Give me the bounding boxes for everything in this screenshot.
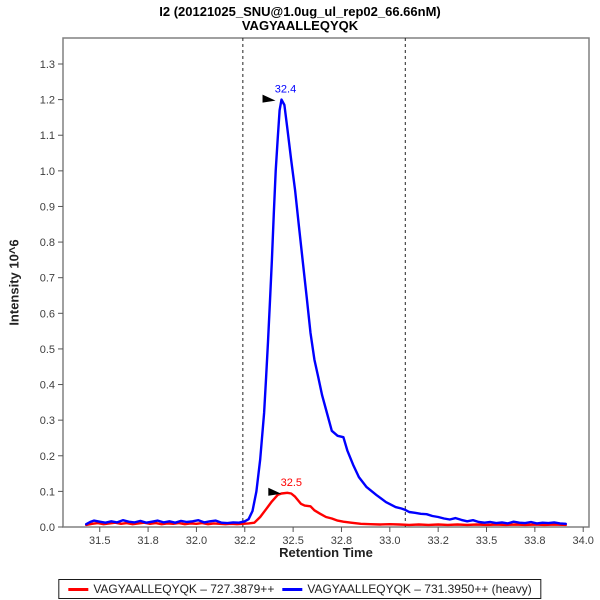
legend-label-light: VAGYAALLEQYQK – 727.3879++ [93,582,275,596]
legend: VAGYAALLEQYQK – 727.3879++ VAGYAALLEQYQK… [58,579,542,599]
trace-heavy[interactable] [84,98,567,526]
y-tick-label: 0.8 [40,237,55,249]
peak-arrow-icon[interactable] [262,94,276,103]
x-tick-label: 32.8 [331,535,352,547]
x-tick-label: 33.0 [379,535,400,547]
y-tick-label: 0.3 [40,415,55,427]
x-tick-label: 32.5 [282,535,303,547]
x-tick-label: 32.0 [186,535,207,547]
y-tick-label: 0.0 [40,522,55,534]
y-tick-label: 0.4 [40,380,55,392]
peak-time-label[interactable]: 32.4 [275,84,296,96]
plot-frame [62,37,590,528]
x-axis-title: Retention Time [279,545,373,560]
legend-item-heavy: VAGYAALLEQYQK – 731.3950++ (heavy) [282,582,532,596]
x-tick-label: 33.2 [427,535,448,547]
y-tick-label: 1.3 [40,59,55,71]
y-tick-label: 0.5 [40,344,55,356]
y-axis-title-wrap: Intensity 10^6 [0,38,28,527]
y-axis-title: Intensity 10^6 [6,239,22,326]
y-tick-label: 0.7 [40,273,55,285]
y-tick-label: 0.6 [40,308,55,320]
peak-arrow-icon[interactable] [268,487,282,496]
y-tick-label: 1.1 [40,130,55,142]
chart-title: I2 (20121025_SNU@1.0ug_ul_rep02_66.66nM) [159,4,441,19]
x-tick-label: 34.0 [572,535,593,547]
y-tick-label: 0.1 [40,486,55,498]
y-tick-label: 1.0 [40,166,55,178]
peak-time-label[interactable]: 32.5 [281,477,302,489]
chromatogram-plot[interactable]: 31.5 31.8 32.0 32.2 32.5 32.8 33.0 33.2 33.5 33.8… [0,0,600,570]
y-tick-label: 0.9 [40,201,55,213]
x-tick-label: 32.2 [234,535,255,547]
x-tick-label: 33.8 [524,535,545,547]
x-tick-label: 31.8 [137,535,158,547]
legend-label-heavy: VAGYAALLEQYQK – 731.3950++ (heavy) [307,582,532,596]
trace-light[interactable] [84,491,567,527]
blue-line-sample-icon [282,587,303,591]
red-line-sample-icon [68,587,89,591]
x-tick-label: 33.5 [476,535,497,547]
y-tick-label: 1.2 [40,95,55,107]
x-tick-label: 31.5 [89,535,110,547]
legend-item-light: VAGYAALLEQYQK – 727.3879++ [68,582,274,596]
y-tick-label: 0.2 [40,451,55,463]
chart-subtitle-peptide: VAGYAALLEQYQK [241,18,359,33]
